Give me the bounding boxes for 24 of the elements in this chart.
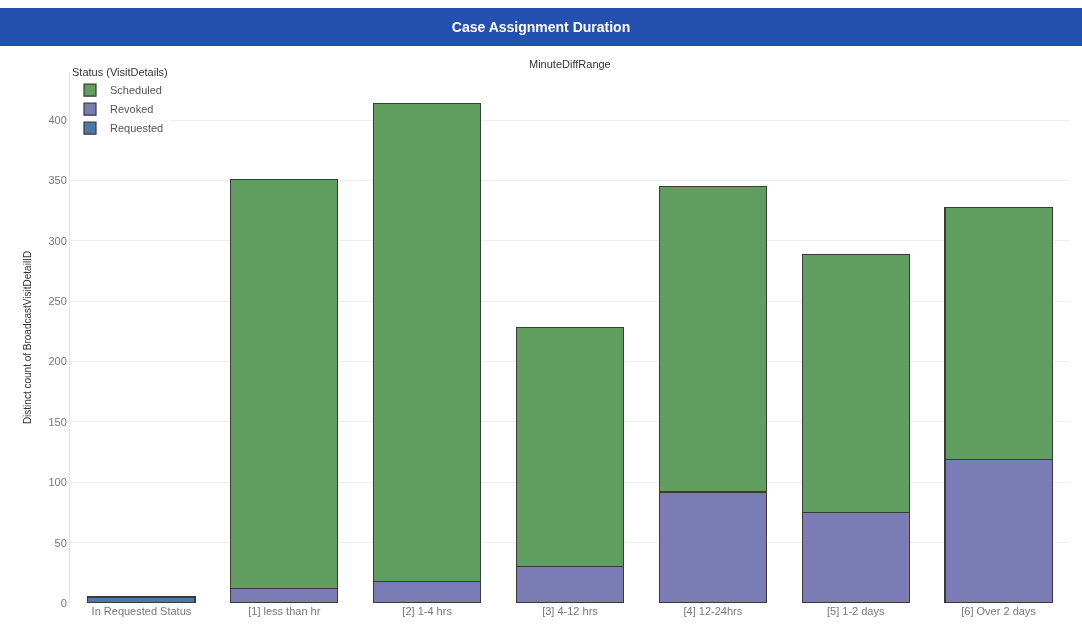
legend-label: Revoked [110, 103, 154, 116]
legend-label: Requested [110, 122, 164, 135]
x-tick-label: [4] 12-24hrs [683, 605, 743, 617]
y-tick-label: 350 [48, 174, 67, 187]
y-tick-label: 200 [48, 355, 67, 368]
y-axis-title: Distinct count of BroadcastVisitDetailID [22, 250, 34, 425]
chart-title: Case Assignment Duration [451, 18, 631, 35]
x-tick-label: [1] less than hr [248, 605, 321, 617]
x-tick-label: [3] 4-12 hrs [542, 605, 599, 617]
y-tick-label: 300 [48, 234, 67, 247]
bar [87, 596, 196, 603]
y-tick-label: 0 [60, 596, 67, 609]
x-tick-label: [6] Over 2 days [961, 605, 1037, 617]
legend-title: Status (VisitDetails) [72, 65, 168, 78]
x-tick-label: In Requested Status [91, 605, 192, 617]
x-tick-label: [2] 1-4 hrs [402, 605, 453, 617]
legend-label: Scheduled [110, 84, 162, 97]
y-tick-label: 400 [48, 114, 67, 127]
y-tick-label: 150 [48, 415, 67, 428]
x-tick-label: [5] 1-2 days [826, 605, 885, 617]
y-tick-label: 100 [48, 476, 67, 489]
x-axis-title: MinuteDiffRange [529, 58, 611, 70]
y-tick-label: 250 [48, 295, 67, 308]
y-tick-label: 50 [54, 536, 67, 549]
